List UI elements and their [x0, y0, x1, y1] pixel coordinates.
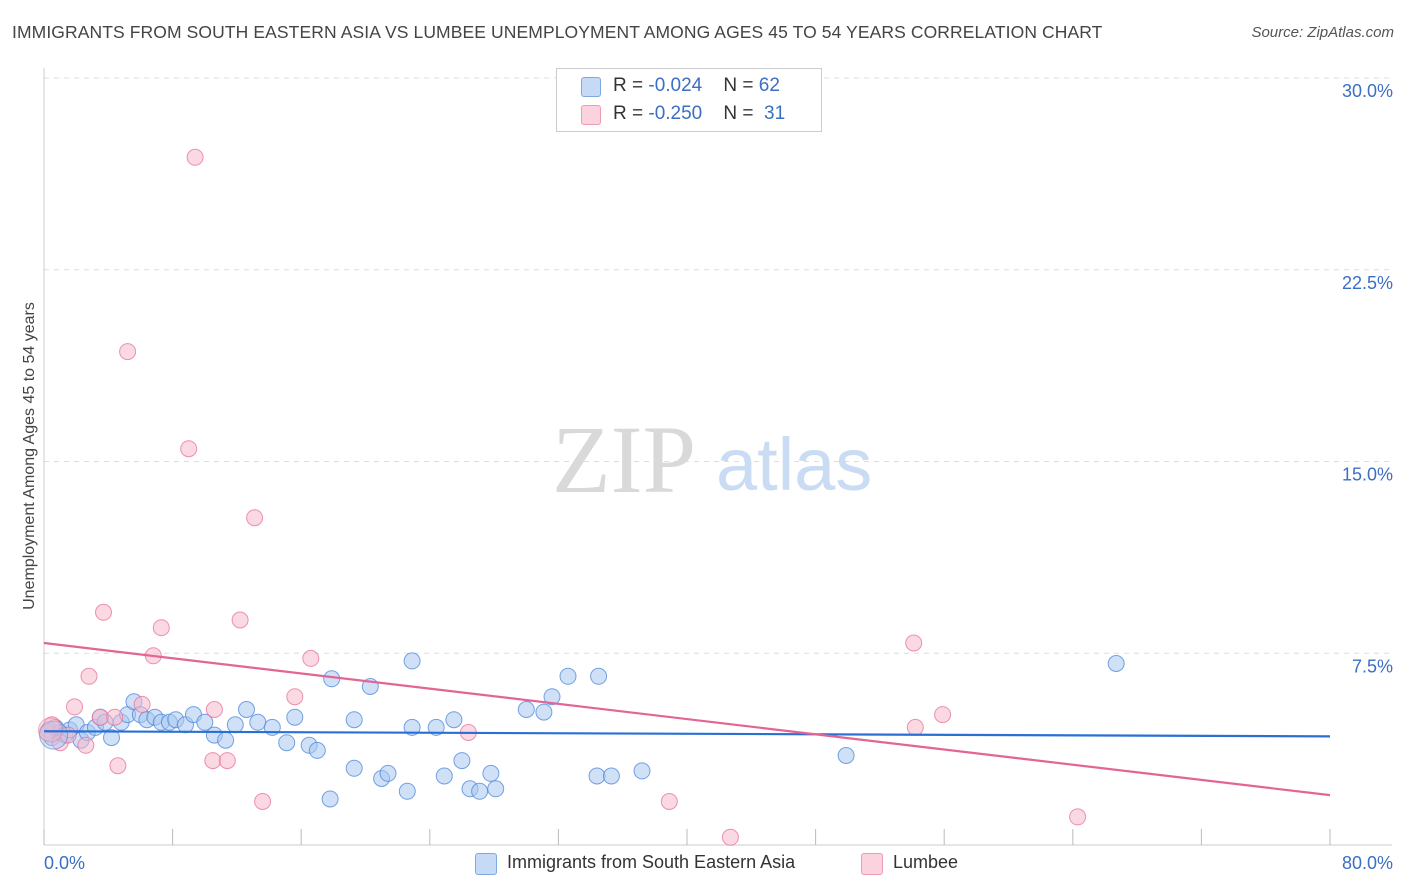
point-lumbee [119, 343, 137, 361]
trend-lines [43, 641, 1331, 797]
point-lumbee [133, 695, 151, 713]
point-seasia [453, 752, 471, 770]
point-lumbee [302, 649, 320, 667]
legend-swatch-seasia [581, 77, 601, 97]
point-seasia [543, 688, 561, 706]
point-seasia [588, 767, 606, 785]
legend-label-seasia: Immigrants from South Eastern Asia [507, 852, 796, 872]
point-seasia [517, 701, 535, 718]
point-seasia [471, 782, 489, 800]
point-seasia [403, 718, 421, 736]
watermark-zip: ZIP [552, 406, 696, 513]
point-seasia [559, 667, 577, 685]
correlation-legend: R = -0.024 N = 62 R = -0.250 N = 31 [556, 68, 822, 132]
legend-r-label: R = [613, 103, 649, 124]
y-tick-label: 7.5% [1352, 656, 1393, 676]
point-seasia [217, 731, 235, 749]
tick-labels: 7.5% 15.0% 22.5% 30.0% 0.0% 80.0% [44, 81, 1393, 873]
point-seasia [590, 667, 608, 685]
point-seasia [445, 711, 463, 729]
point-seasia [1107, 655, 1125, 672]
point-seasia [345, 759, 363, 777]
point-lumbee [95, 603, 112, 621]
point-lumbee [205, 701, 223, 718]
point-seasia [487, 780, 505, 798]
point-lumbee [218, 752, 236, 770]
point-lumbee [109, 757, 127, 775]
point-lumbee [66, 698, 83, 716]
legend-swatch-seasia [475, 853, 497, 875]
point-lumbee [80, 667, 98, 685]
legend-label-lumbee: Lumbee [893, 852, 959, 872]
source-label: Source: ZipAtlas.com [1251, 24, 1394, 41]
legend-swatch-lumbee [581, 105, 601, 125]
legend-r-value: -0.250 [648, 103, 703, 124]
point-seasia [308, 741, 326, 759]
legend-n-label: N = [723, 103, 759, 124]
point-seasia [482, 764, 500, 782]
x-tick-label: 0.0% [44, 853, 85, 873]
point-seasia [249, 713, 267, 731]
point-lumbee [186, 148, 204, 166]
watermark: ZIP atlas [552, 406, 872, 513]
point-seasia [196, 713, 214, 731]
point-cluster-lumbee [37, 717, 63, 743]
point-lumbee [905, 634, 923, 652]
point-seasia [379, 764, 397, 782]
y-tick-label: 22.5% [1342, 273, 1393, 293]
y-tick-label: 30.0% [1342, 81, 1393, 101]
chart-title: IMMIGRANTS FROM SOUTH EASTERN ASIA VS LU… [12, 22, 1103, 42]
point-seasia [602, 767, 620, 785]
point-lumbee [204, 752, 222, 770]
point-seasia [321, 790, 339, 808]
grid-lines [44, 77, 1392, 654]
point-seasia [238, 701, 255, 718]
point-lumbee [180, 440, 198, 458]
point-lumbee [231, 611, 249, 629]
point-lumbee [660, 793, 678, 810]
point-lumbee [934, 706, 952, 724]
point-seasia [403, 652, 421, 670]
point-seasia [226, 716, 244, 734]
y-tick-label: 15.0% [1342, 465, 1393, 485]
point-lumbee [106, 708, 124, 726]
legend-n-label: N = [723, 75, 759, 96]
point-seasia [435, 767, 453, 785]
data-points [37, 148, 1125, 846]
point-lumbee [77, 736, 95, 754]
point-lumbee [246, 509, 264, 527]
legend-n-value: 31 [764, 103, 786, 124]
point-seasia [278, 734, 296, 752]
x-tick-label: 80.0% [1342, 853, 1393, 873]
point-seasia [837, 747, 855, 764]
point-lumbee [91, 708, 109, 726]
point-seasia [398, 782, 416, 800]
legend-n-value: 62 [758, 75, 780, 96]
point-lumbee [721, 828, 739, 846]
watermark-atlas: atlas [716, 423, 872, 506]
trend-line-lumbee [43, 641, 1331, 797]
point-seasia [286, 708, 304, 726]
point-seasia [535, 703, 553, 721]
axes [43, 68, 1392, 846]
legend-r-label: R = [613, 75, 649, 96]
point-lumbee [286, 688, 304, 706]
point-seasia [103, 729, 120, 747]
legend-swatch-lumbee [861, 853, 883, 875]
point-seasia [345, 711, 363, 729]
point-lumbee [1069, 808, 1087, 826]
point-seasia [633, 762, 651, 780]
trend-line-seasia [43, 730, 1331, 738]
legend-r-value: -0.024 [648, 75, 703, 96]
point-lumbee [906, 718, 924, 736]
point-lumbee [254, 793, 272, 810]
point-lumbee [152, 619, 170, 637]
point-seasia [427, 718, 445, 736]
